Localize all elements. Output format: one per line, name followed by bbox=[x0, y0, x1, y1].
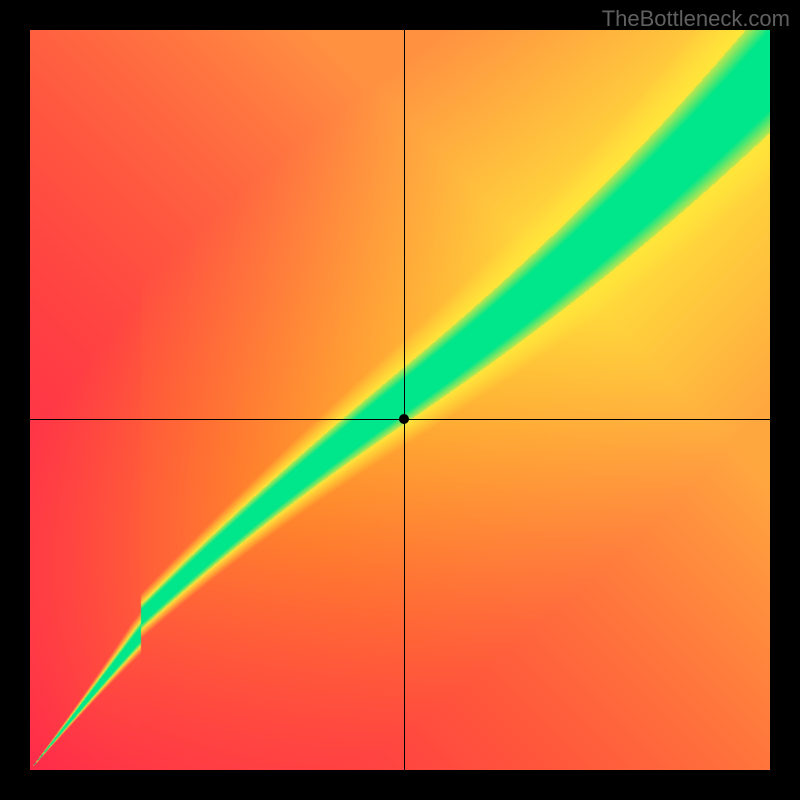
watermark-text: TheBottleneck.com bbox=[602, 6, 790, 32]
chart-frame bbox=[30, 30, 770, 770]
heatmap-canvas bbox=[30, 30, 770, 770]
crosshair-vertical bbox=[404, 30, 405, 770]
intersection-marker bbox=[399, 414, 409, 424]
